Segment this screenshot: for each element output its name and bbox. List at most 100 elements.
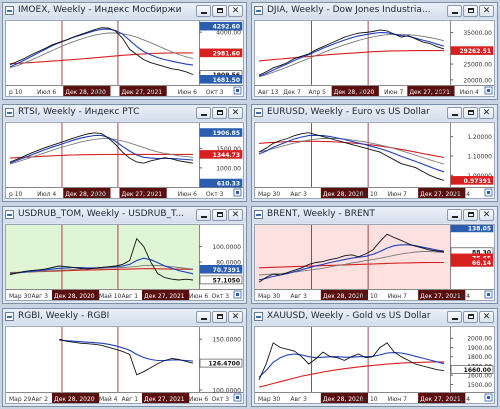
close-button[interactable]: ✕ bbox=[228, 311, 243, 323]
minimize-button[interactable] bbox=[447, 107, 462, 119]
time-tick-label: Дек 28, 2020 bbox=[334, 89, 375, 96]
price-tick-label: 80.0000 bbox=[216, 260, 241, 267]
chart-window[interactable]: DJIA, Weekly - Dow Jones Industria... ✕ … bbox=[251, 2, 498, 100]
time-tick-label: Авг 3 bbox=[290, 396, 307, 403]
window-title: DJIA, Weekly - Dow Jones Industria... bbox=[267, 5, 431, 15]
price-chart[interactable]: 35000.0030000.0029262.5125000.0020000.00… bbox=[254, 20, 495, 97]
price-chart[interactable]: 100.0000 80.0000 70.7391 57.1050 Мар 30 Авг 3… bbox=[5, 224, 244, 301]
price-chart[interactable]: 150.0000 126.4700 100.0000 Мар 29 Авг 2 Дек 2… bbox=[5, 326, 244, 404]
window-titlebar[interactable]: BRENT, Weekly - BRENT ✕ bbox=[252, 207, 497, 223]
time-tick-label: Дек 28, 2020 bbox=[323, 396, 364, 403]
window-title: IMOEX, Weekly - Индекс Мосбиржи bbox=[18, 5, 182, 15]
minimize-button[interactable] bbox=[196, 209, 211, 221]
price-axis bbox=[450, 123, 494, 198]
window-title: RTSI, Weekly - Индекс РТС bbox=[18, 107, 140, 117]
price-marker-label: 610.33 bbox=[217, 181, 240, 188]
time-tick-label: Дек 28, 2020 bbox=[323, 191, 364, 198]
time-marker-box bbox=[418, 290, 466, 300]
scroll-end-icon bbox=[236, 89, 239, 92]
window-titlebar[interactable]: EURUSD, Weekly - Euro vs US Dollar ✕ bbox=[252, 105, 497, 121]
price-chart[interactable]: 2000.001900.001800.001700.001660.001600.… bbox=[254, 326, 495, 404]
maximize-button[interactable] bbox=[463, 5, 478, 17]
time-tick-label: 7 bbox=[167, 293, 171, 300]
window-titlebar[interactable]: USDRUB_TOM, Weekly - USDRUB_T... ✕ bbox=[3, 207, 246, 223]
close-button[interactable]: ✕ bbox=[479, 107, 494, 119]
window-titlebar[interactable]: XAUUSD, Weekly - Gold vs US Dollar ✕ bbox=[252, 309, 497, 325]
price-tick-label: 1900.00 bbox=[467, 345, 492, 352]
maximize-button[interactable] bbox=[463, 107, 478, 119]
close-button[interactable]: ✕ bbox=[228, 209, 243, 221]
plot-area bbox=[255, 123, 450, 187]
time-tick-label: Июн 6 bbox=[189, 293, 208, 300]
price-line bbox=[9, 237, 194, 281]
ma-red-line bbox=[258, 140, 445, 159]
time-tick-label: 7 bbox=[150, 89, 154, 96]
close-button[interactable]: ✕ bbox=[479, 5, 494, 17]
minimize-button[interactable] bbox=[447, 209, 462, 221]
minimize-button[interactable] bbox=[196, 5, 211, 17]
time-tick-label: Июн 7 bbox=[388, 396, 407, 403]
price-line bbox=[258, 233, 445, 283]
price-chart[interactable]: 4292.604000.002981.602000.001909.561681.… bbox=[5, 20, 244, 97]
minimize-button[interactable] bbox=[447, 311, 462, 323]
chart-window[interactable]: RGBI, Weekly - RGBI ✕ 150.0000 126.4700 10… bbox=[2, 308, 247, 407]
price-marker-box bbox=[199, 275, 243, 285]
close-button[interactable]: ✕ bbox=[479, 311, 494, 323]
price-marker-box bbox=[199, 128, 243, 137]
chart-window[interactable]: BRENT, Weekly - BRENT ✕ 138.0588.3075.65… bbox=[251, 206, 498, 304]
time-tick-label: Май 10 bbox=[355, 293, 377, 300]
chart-window[interactable]: RTSI, Weekly - Индекс РТС ✕ 1906.85 1500.… bbox=[2, 104, 247, 202]
price-marker-label: 57.1050 bbox=[213, 277, 240, 284]
window-titlebar[interactable]: IMOEX, Weekly - Индекс Мосбиржи ✕ bbox=[3, 3, 246, 19]
time-marker-box bbox=[52, 290, 100, 300]
chart-svg: 35000.0030000.0029262.5125000.0020000.00… bbox=[255, 21, 494, 96]
time-tick-label: Июн 7 bbox=[384, 89, 403, 96]
minimize-button[interactable] bbox=[447, 5, 462, 17]
maximize-button[interactable] bbox=[463, 311, 478, 323]
chart-window[interactable]: EURUSD, Weekly - Euro vs US Dollar ✕ 1.2… bbox=[251, 104, 498, 202]
close-button[interactable]: ✕ bbox=[228, 107, 243, 119]
chart-app-icon bbox=[5, 210, 14, 219]
price-marker-label: 1906.85 bbox=[213, 130, 240, 137]
chart-window[interactable]: USDRUB_TOM, Weekly - USDRUB_T... ✕ 100.0… bbox=[2, 206, 247, 304]
time-tick-label: Дек 27, 2021 bbox=[409, 89, 450, 96]
ma-fast-line bbox=[9, 28, 194, 68]
window-titlebar[interactable]: RTSI, Weekly - Индекс РТС ✕ bbox=[3, 105, 246, 121]
time-marker-box bbox=[63, 86, 111, 96]
chart-window[interactable]: IMOEX, Weekly - Индекс Мосбиржи ✕ 4292.6… bbox=[2, 2, 247, 100]
price-marker-box bbox=[450, 46, 494, 55]
maximize-button[interactable] bbox=[212, 5, 227, 17]
maximize-button[interactable] bbox=[212, 209, 227, 221]
price-marker-box bbox=[450, 225, 494, 233]
ma-red-line bbox=[258, 261, 444, 269]
maximize-button[interactable] bbox=[463, 209, 478, 221]
minimize-button[interactable] bbox=[196, 107, 211, 119]
window-title: EURUSD, Weekly - Euro vs US Dollar bbox=[267, 107, 430, 117]
time-tick-label: Мар 30 bbox=[9, 293, 31, 300]
close-button[interactable]: ✕ bbox=[479, 209, 494, 221]
price-chart[interactable]: 1906.85 1500.00 1344.73 1000.00 610.33 р 10 Ию… bbox=[5, 122, 244, 199]
time-tick-label: Дек 27, 2021 bbox=[420, 396, 461, 403]
time-tick-label: Мар 29 bbox=[9, 396, 31, 403]
ma-slow-line bbox=[9, 264, 194, 274]
scroll-end-icon bbox=[487, 89, 490, 92]
minimize-button[interactable] bbox=[196, 311, 211, 323]
close-button[interactable]: ✕ bbox=[228, 5, 243, 17]
window-titlebar[interactable]: RGBI, Weekly - RGBI ✕ bbox=[3, 309, 246, 325]
maximize-button[interactable] bbox=[212, 311, 227, 323]
price-line bbox=[258, 342, 445, 380]
time-tick-label: Июл 4 bbox=[37, 191, 56, 198]
ma-slow-line bbox=[9, 138, 194, 165]
price-line bbox=[59, 338, 194, 376]
window-titlebar[interactable]: DJIA, Weekly - Dow Jones Industria... ✕ bbox=[252, 3, 497, 19]
time-tick-label: Мар 30 bbox=[258, 191, 280, 198]
maximize-button[interactable] bbox=[212, 107, 227, 119]
scroll-end-icon bbox=[487, 191, 490, 194]
price-marker-label: 29262.51 bbox=[459, 48, 491, 55]
chart-window[interactable]: XAUUSD, Weekly - Gold vs US Dollar ✕ 200… bbox=[251, 308, 498, 407]
price-tick-label: 150.0000 bbox=[212, 337, 241, 344]
time-tick-label: 7 bbox=[150, 191, 154, 198]
